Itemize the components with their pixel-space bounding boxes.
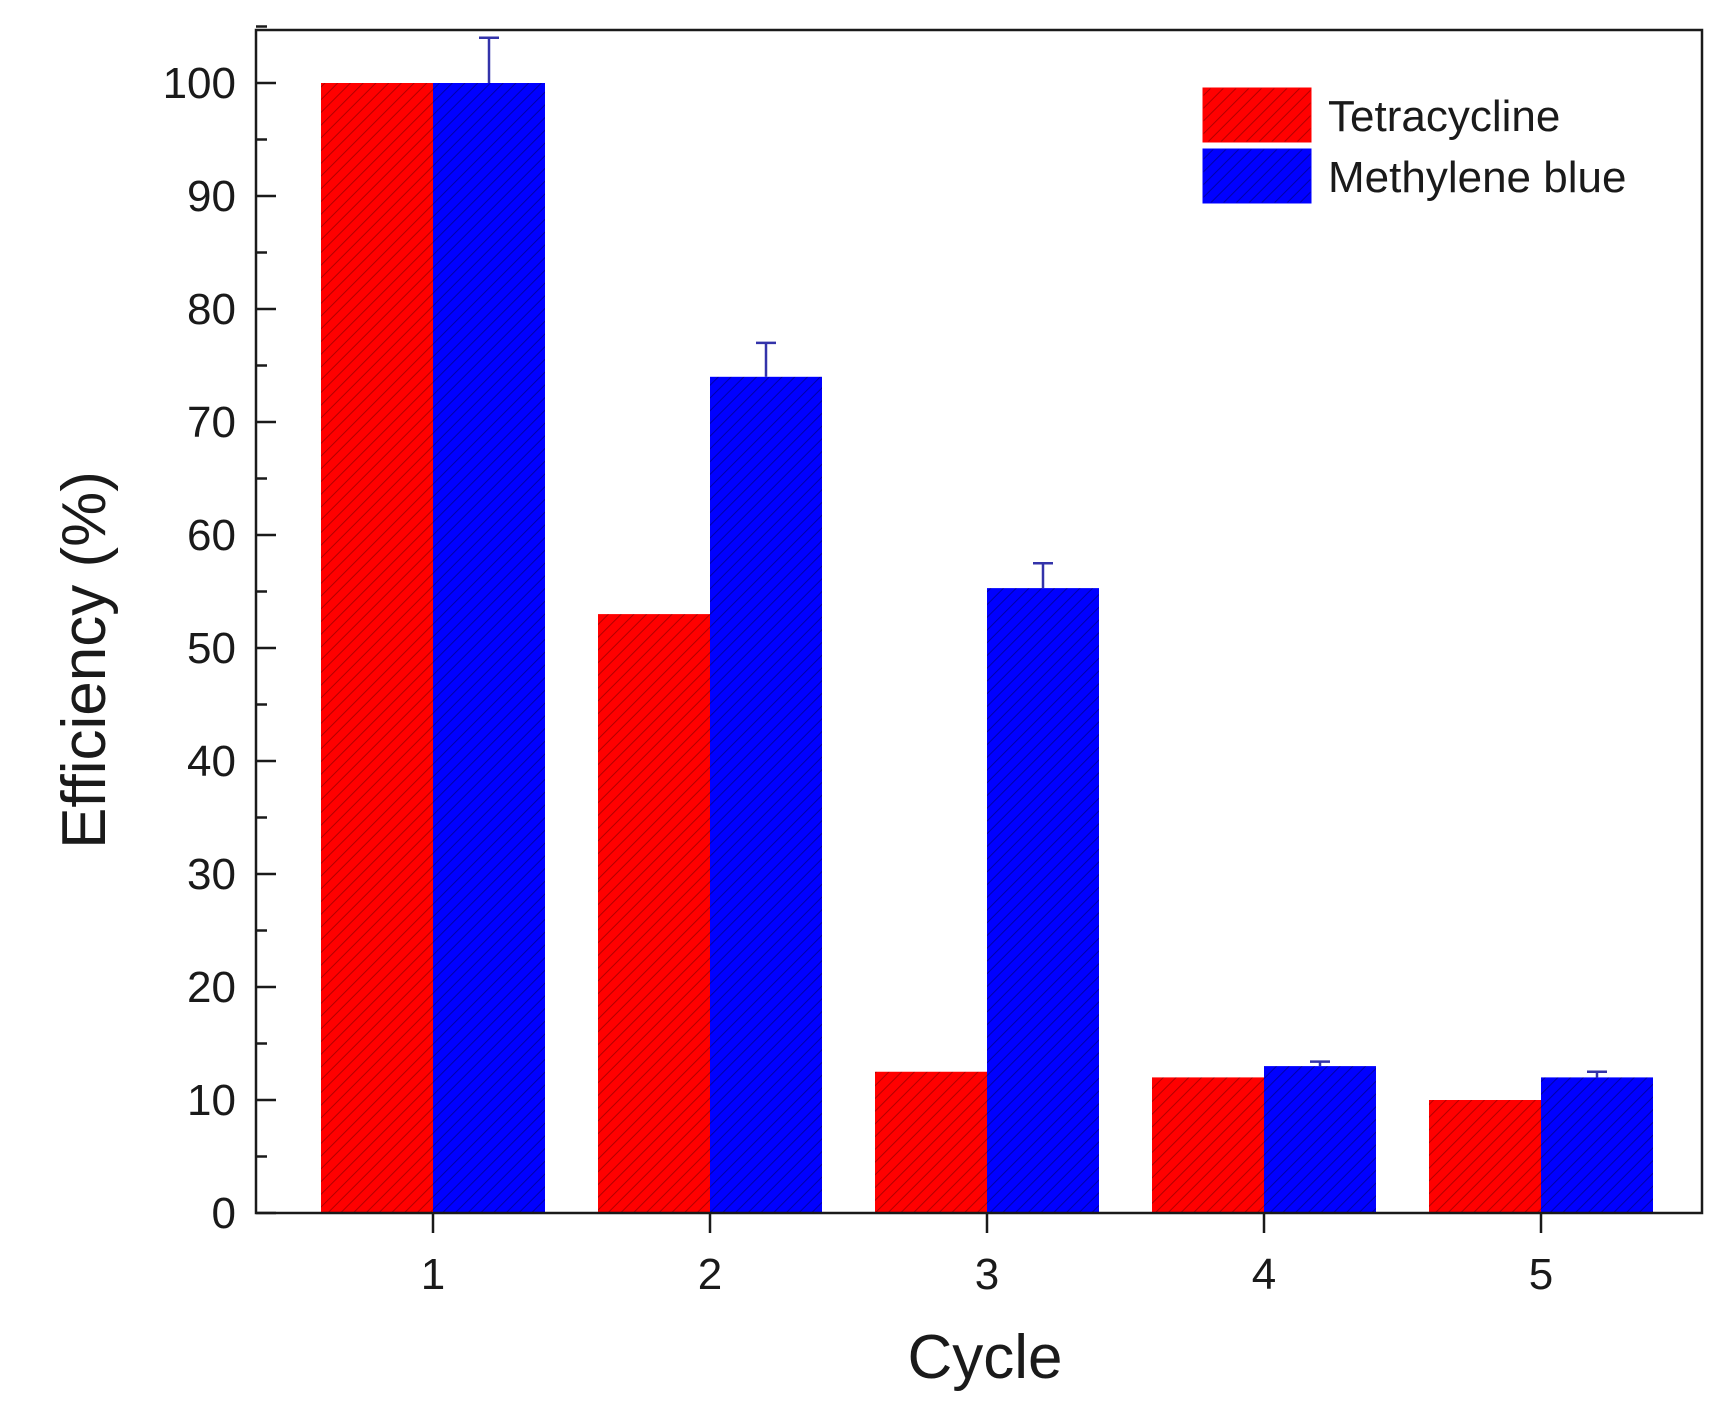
legend-swatch-tetracycline <box>1202 87 1312 143</box>
y-tick-label-50: 50 <box>187 624 236 673</box>
y-tick-label-30: 30 <box>187 850 236 899</box>
bar-methylene-blue-cycle-4 <box>1264 1066 1376 1213</box>
bars-layer <box>321 83 1653 1213</box>
y-tick-label-40: 40 <box>187 737 236 786</box>
bar-methylene-blue-cycle-2 <box>710 376 822 1213</box>
y-tick-label-100: 100 <box>163 59 236 108</box>
x-axis: 1 2 3 4 5 <box>421 1213 1553 1299</box>
y-tick-label-90: 90 <box>187 172 236 221</box>
y-axis-title: Efficiency (%) <box>50 471 119 849</box>
y-tick-label-0: 0 <box>212 1189 236 1238</box>
error-bars-layer <box>479 36 1607 1078</box>
x-axis-title: Cycle <box>907 1323 1062 1392</box>
y-tick-label-70: 70 <box>187 398 236 447</box>
error-bar-methylene-blue-cycle-2 <box>756 341 776 377</box>
y-tick-label-60: 60 <box>187 511 236 560</box>
x-tick-label-1: 1 <box>421 1250 445 1299</box>
plot-frame <box>254 28 1704 1215</box>
error-bar-methylene-blue-cycle-3 <box>1033 562 1053 589</box>
legend-label-tetracycline: Tetracycline <box>1328 92 1560 141</box>
y-tick-label-10: 10 <box>187 1076 236 1125</box>
x-tick-label-4: 4 <box>1252 1250 1276 1299</box>
error-bar-methylene-blue-cycle-1 <box>479 36 499 83</box>
bar-tetracycline-cycle-3 <box>875 1071 987 1213</box>
legend-label-methylene-blue: Methylene blue <box>1328 153 1626 202</box>
y-tick-label-80: 80 <box>187 285 236 334</box>
bar-tetracycline-cycle-4 <box>1152 1077 1264 1213</box>
x-tick-label-2: 2 <box>698 1250 722 1299</box>
bar-methylene-blue-cycle-1 <box>433 83 545 1213</box>
bar-methylene-blue-cycle-3 <box>987 588 1099 1213</box>
y-axis: 0 10 20 30 40 50 60 70 80 90 100 <box>163 25 276 1238</box>
error-bar-methylene-blue-cycle-5 <box>1587 1070 1607 1078</box>
legend-swatch-methylene-blue <box>1202 148 1312 204</box>
bar-tetracycline-cycle-2 <box>598 614 710 1213</box>
y-tick-label-20: 20 <box>187 963 236 1012</box>
x-tick-label-3: 3 <box>975 1250 999 1299</box>
x-tick-label-5: 5 <box>1529 1250 1553 1299</box>
bar-methylene-blue-cycle-5 <box>1541 1077 1653 1213</box>
legend: Tetracycline Methylene blue <box>1202 87 1626 204</box>
bar-tetracycline-cycle-5 <box>1429 1100 1541 1213</box>
error-bar-methylene-blue-cycle-4 <box>1310 1060 1330 1067</box>
bar-tetracycline-cycle-1 <box>321 83 433 1213</box>
